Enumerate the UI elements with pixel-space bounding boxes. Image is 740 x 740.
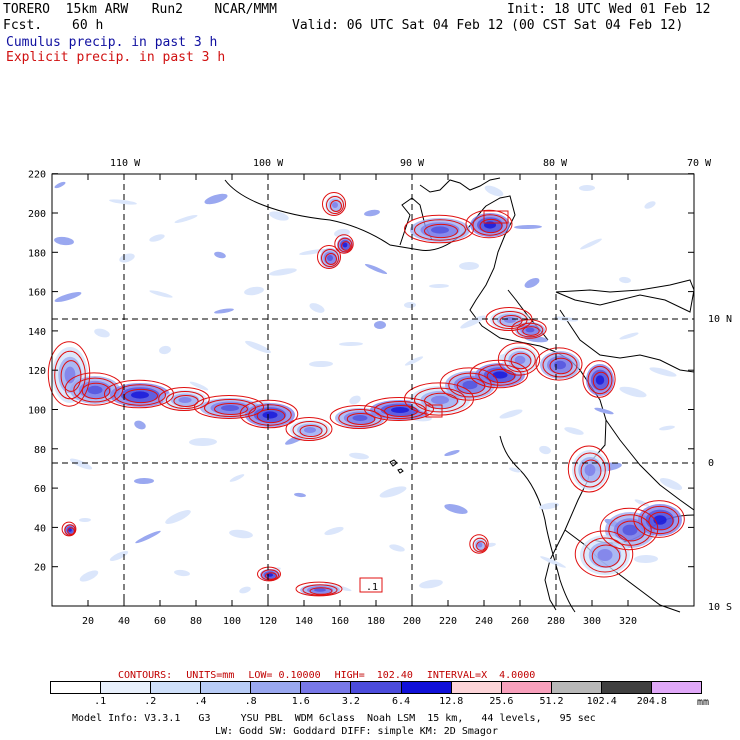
color-swatch [401, 682, 452, 693]
colorbar-level-label: 3.2 [341, 696, 360, 707]
box-label: .1 [366, 582, 378, 593]
lon-label: 70 W [687, 158, 712, 169]
colorbar-level-label: 6.4 [392, 696, 411, 707]
colorbar-level-label: 25.6 [489, 696, 514, 707]
color-swatch [601, 682, 652, 693]
colorbar-level-label: 1.6 [291, 696, 310, 707]
precip-map: .1 110 W 100 W 90 W 80 W 70 W 10 N 0 10 … [28, 158, 732, 627]
explicit-legend: Explicit precip. in past 3 h [6, 50, 226, 65]
grid-x-label: 80 [190, 616, 202, 627]
cumulus-precip-shading [52, 181, 683, 596]
cumulus-legend: Cumulus precip. in past 3 h [6, 35, 218, 50]
contours-high: HIGH= 102.40 [334, 670, 413, 681]
grid-x-label: 260 [511, 616, 529, 627]
lon-label: 110 W [110, 158, 141, 169]
grid-x-label: 60 [154, 616, 166, 627]
map-frame [51, 173, 695, 607]
colorbar-unit: mm [697, 697, 710, 708]
forecast-label: Fcst. [3, 18, 43, 33]
lat-label: 10 S [708, 602, 732, 613]
marker-box [359, 577, 383, 593]
init-time: Init: 18 UTC Wed 01 Feb 12 [507, 2, 711, 17]
model-title: TORERO 15km ARW Run2 NCAR/MMM [3, 2, 277, 17]
color-swatch [251, 682, 302, 693]
lat-lon-grid [52, 174, 694, 606]
grid-y-label: 20 [34, 563, 46, 574]
explicit-precip-contours [47, 192, 685, 597]
grid-x-label: 240 [475, 616, 493, 627]
grid-x-label: 140 [295, 616, 313, 627]
contours-label: CONTOURS: [118, 670, 173, 681]
forecast-hour: 60 h [72, 18, 104, 33]
grid-y-label: 160 [28, 288, 46, 299]
grid-y-label: 100 [28, 406, 46, 417]
grid-y-label: 200 [28, 209, 46, 220]
colorbar-level-label: 102.4 [586, 696, 617, 707]
contours-units: UNITS=mm [186, 670, 235, 681]
colorbar-level-label: .1 [94, 696, 107, 707]
lat-label: 10 N [708, 314, 732, 325]
grid-x-label: 320 [619, 616, 637, 627]
color-swatch [351, 682, 402, 693]
model-info: Model Info: V3.3.1 G3 YSU PBL WDM 6class… [72, 713, 596, 724]
contour-legend: CONTOURS: UNITS=mm LOW= 0.10000 HIGH= 102.4… [118, 670, 549, 681]
colorbar-level-label: 204.8 [636, 696, 667, 707]
grid-y-label: 220 [28, 170, 46, 181]
color-swatch [501, 682, 552, 693]
colorbar-level-label: 51.2 [539, 696, 564, 707]
colorbar-level-label: .2 [144, 696, 157, 707]
marker-box [425, 404, 443, 418]
color-swatch [651, 682, 702, 693]
lat-label: 0 [708, 458, 714, 469]
colorbar-level-label: 12.8 [439, 696, 464, 707]
color-swatch [101, 682, 152, 693]
physics-info: LW: Godd SW: Goddard DIFF: simple KM: 2D… [215, 726, 498, 737]
grid-y-label: 40 [34, 523, 46, 534]
contours-interval: INTERVAL=X 4.0000 [426, 670, 536, 681]
grid-x-label: 280 [547, 616, 565, 627]
color-swatch [451, 682, 502, 693]
grid-y-label: 60 [34, 484, 46, 495]
contours-low: LOW= 0.10000 [248, 670, 321, 681]
color-swatch [201, 682, 252, 693]
axis-ticks [52, 173, 694, 606]
grid-x-label: 220 [439, 616, 457, 627]
color-swatch [51, 682, 102, 693]
valid-time: Valid: 06 UTC Sat 04 Feb 12 (00 CST Sat … [292, 18, 684, 33]
grid-x-label: 20 [82, 616, 94, 627]
color-swatch [551, 682, 602, 693]
grid-x-label: 40 [118, 616, 130, 627]
grid-x-label: 180 [367, 616, 385, 627]
grid-x-label: 120 [259, 616, 277, 627]
grid-y-label: 80 [34, 445, 46, 456]
grid-x-label: 160 [331, 616, 349, 627]
grid-y-label: 140 [28, 327, 46, 338]
marker-box [483, 210, 509, 224]
color-swatch [301, 682, 352, 693]
grid-x-label: 300 [583, 616, 601, 627]
lon-label: 100 W [253, 158, 284, 169]
lon-label: 90 W [400, 158, 425, 169]
grid-y-label: 180 [28, 248, 46, 259]
grid-x-label: 100 [223, 616, 241, 627]
grid-y-label: 120 [28, 366, 46, 377]
color-scale-bar [50, 681, 702, 694]
grid-x-label: 200 [403, 616, 421, 627]
colorbar-level-label: .4 [194, 696, 207, 707]
colorbar-level-label: .8 [244, 696, 257, 707]
color-swatch [151, 682, 202, 693]
lon-label: 80 W [543, 158, 568, 169]
